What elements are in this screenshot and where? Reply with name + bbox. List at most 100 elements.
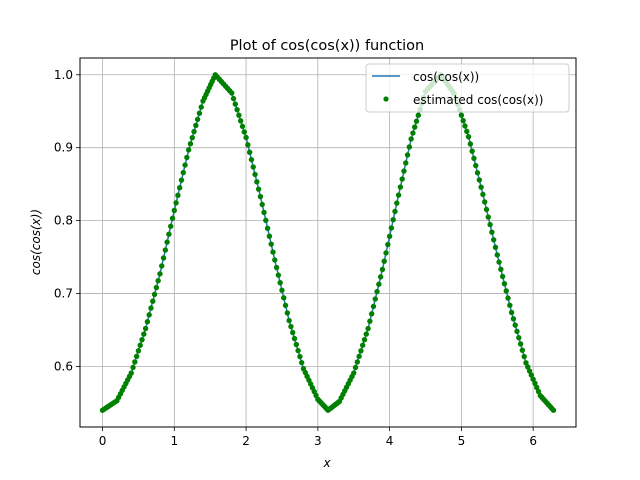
data-point-interp — [182, 162, 188, 168]
data-point-interp — [234, 106, 240, 113]
data-point-interp — [273, 264, 280, 271]
x-tick-label: 4 — [386, 434, 394, 448]
data-point-interp — [349, 373, 355, 380]
data-point-interp — [367, 318, 373, 324]
data-point-interp — [146, 312, 152, 318]
data-point-interp — [505, 295, 511, 301]
data-point-interp — [412, 124, 418, 130]
data-point-interp — [512, 322, 518, 328]
data-point-interp — [196, 110, 203, 116]
data-point — [480, 191, 486, 198]
data-point-interp — [184, 154, 190, 161]
data-point-interp — [517, 341, 524, 347]
data-point-interp — [175, 192, 181, 198]
data-point-interp — [489, 229, 495, 235]
data-point-interp — [130, 364, 136, 371]
data-point — [494, 252, 500, 258]
data-point-interp — [169, 215, 176, 222]
data-point-interp — [246, 149, 253, 155]
data-point-interp — [250, 164, 256, 170]
data-point-interp — [526, 368, 533, 374]
data-point-interp — [281, 295, 287, 301]
data-point-interp — [236, 112, 242, 118]
data-point — [523, 360, 529, 366]
data-point-interp — [354, 359, 361, 365]
data-point-interp — [284, 310, 291, 316]
x-tick-label: 1 — [170, 434, 178, 448]
data-point-interp — [141, 331, 147, 337]
data-point-interp — [388, 225, 395, 231]
data-point-interp — [254, 179, 260, 185]
data-point-interp — [252, 171, 258, 178]
legend-label-dots: estimated cos(cos(x)) — [413, 93, 543, 107]
data-point-interp — [135, 348, 142, 354]
legend-label-line: cos(cos(x)) — [413, 70, 479, 84]
y-tick-label: 0.8 — [54, 214, 73, 228]
data-point-interp — [160, 255, 167, 261]
data-point-interp — [499, 273, 506, 280]
data-point-interp — [259, 201, 265, 208]
data-point-interp — [189, 134, 195, 141]
data-point-interp — [298, 359, 305, 366]
data-point-interp — [155, 277, 161, 284]
data-point-interp — [516, 334, 522, 341]
data-point-interp — [352, 364, 359, 371]
data-point-interp — [282, 302, 289, 309]
x-tick-label: 0 — [99, 434, 107, 448]
x-tick-label: 3 — [314, 434, 322, 448]
y-tick-label: 0.7 — [54, 287, 73, 301]
data-point-interp — [297, 353, 303, 360]
grid — [80, 58, 576, 427]
data-point-interp — [255, 186, 262, 192]
y-axis-label: cos(cos(x)) — [29, 209, 43, 275]
y-tick-label: 1.0 — [54, 68, 73, 82]
data-point-interp — [261, 209, 267, 216]
data-point-interp — [374, 288, 380, 295]
legend: cos(cos(x)) estimated cos(cos(x)) — [365, 63, 570, 113]
data-point-interp — [166, 231, 172, 237]
data-point — [508, 309, 515, 316]
data-point-interp — [277, 279, 283, 286]
data-point-interp — [535, 388, 542, 395]
data-point-interp — [268, 241, 274, 247]
data-point-interp — [487, 221, 493, 228]
data-point-interp — [266, 233, 273, 239]
data-point-interp — [401, 168, 407, 174]
data-point-interp — [241, 129, 247, 135]
data-point-interp — [467, 141, 474, 147]
data-point-interp — [403, 160, 409, 166]
data-point — [408, 136, 414, 142]
data-point-interp — [198, 104, 204, 110]
data-point-interp — [180, 169, 186, 176]
data-point-interp — [404, 152, 411, 158]
data-point-interp — [291, 335, 298, 342]
data-point — [243, 134, 249, 141]
data-point-interp — [164, 239, 170, 245]
plot-frame — [79, 57, 577, 428]
axis-ticks: 0 1 2 3 4 5 6 0.6 0.7 0.8 0.9 1.0 — [54, 68, 537, 448]
data-point — [465, 134, 472, 140]
data-point-interp — [370, 303, 377, 310]
data-point-interp — [295, 347, 301, 354]
data-point — [185, 147, 192, 153]
data-point — [379, 266, 386, 273]
data-point-interp — [399, 176, 405, 182]
data-point-interp — [279, 287, 285, 293]
data-point-interp — [239, 123, 246, 130]
data-point-interp — [415, 112, 422, 118]
data-point-interp — [162, 247, 169, 253]
data-point-interp — [290, 329, 296, 336]
data-point-interp — [275, 272, 282, 278]
data-point — [394, 200, 400, 206]
data-point-interp — [132, 359, 138, 365]
data-point-interp — [469, 148, 475, 154]
data-point-interp — [173, 200, 179, 206]
data-point-interp — [528, 372, 535, 378]
data-point-interp — [376, 281, 382, 287]
legend-box — [365, 63, 570, 113]
data-point-interp — [264, 225, 271, 231]
data-point-interp — [530, 376, 536, 382]
data-point-interp — [471, 155, 477, 162]
data-point-interp — [385, 241, 391, 248]
